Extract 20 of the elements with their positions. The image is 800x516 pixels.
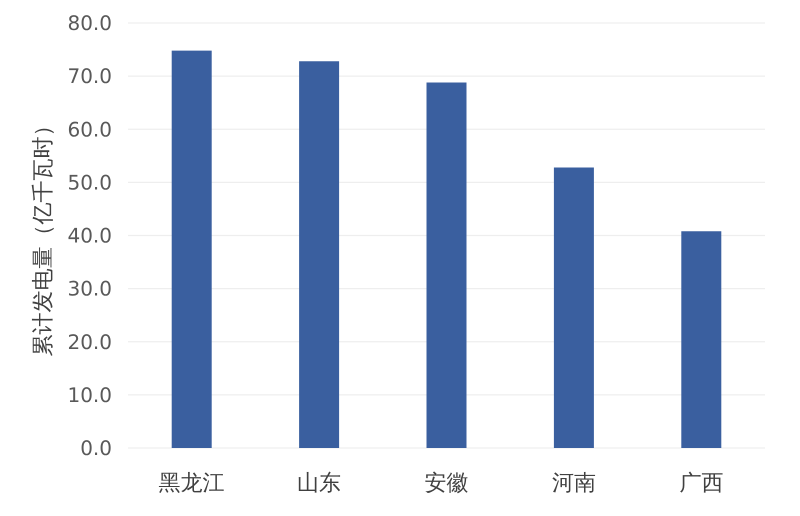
bar — [172, 50, 212, 448]
y-tick-label: 10.0 — [67, 382, 112, 407]
bar — [426, 82, 466, 448]
x-tick-label: 山东 — [297, 471, 342, 496]
y-tick-label: 30.0 — [67, 276, 112, 301]
x-tick-label: 河南 — [552, 471, 596, 496]
bar — [554, 168, 594, 448]
y-tick-label: 50.0 — [67, 170, 112, 194]
bar — [299, 61, 340, 448]
y-tick-label: 40.0 — [67, 224, 112, 248]
bar — [681, 231, 722, 448]
y-tick-label: 0.0 — [80, 436, 112, 460]
y-tick-label: 20.0 — [67, 330, 112, 354]
y-tick-label: 70.0 — [67, 64, 112, 88]
x-tick-label: 安徽 — [424, 471, 468, 496]
y-tick-label: 80.0 — [67, 11, 112, 35]
x-tick-label: 广西 — [679, 471, 724, 496]
y-tick-label: 60.0 — [67, 117, 112, 142]
y-axis-title: 累计发电量（亿千瓦时） — [31, 114, 56, 356]
x-tick-label: 黑龙江 — [158, 471, 225, 496]
